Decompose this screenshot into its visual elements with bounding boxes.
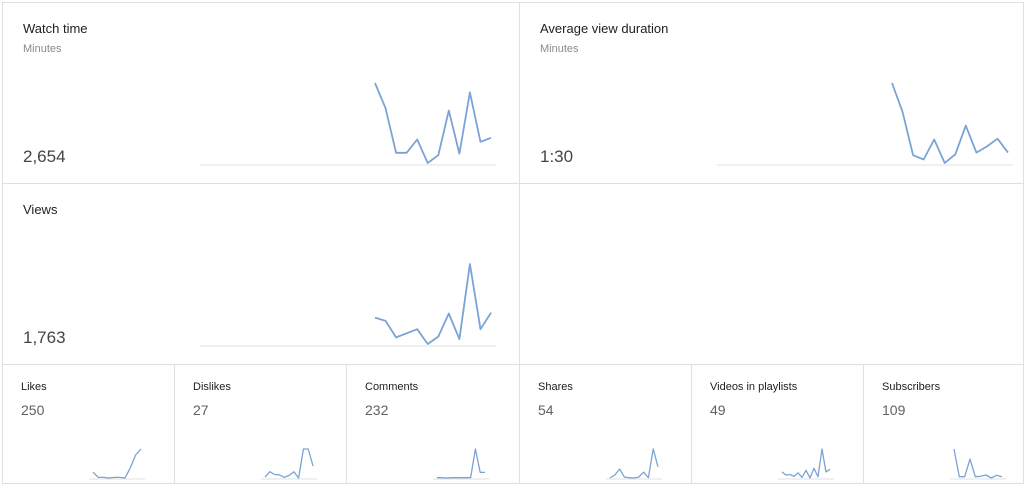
card-title: Comments: [365, 381, 419, 393]
sparkline: [200, 82, 496, 166]
sparkline: [200, 263, 496, 347]
card-title: Watch time: [23, 21, 88, 36]
card-title: Views: [23, 202, 58, 217]
card-title: Shares: [538, 381, 573, 393]
sparkline: [261, 448, 317, 480]
dislikes-card[interactable]: Dislikes 27: [174, 364, 347, 484]
card-subtitle: Minutes: [23, 43, 62, 55]
sparkline-series: [609, 448, 659, 479]
sparkline: [717, 82, 1013, 166]
likes-card[interactable]: Likes 250: [2, 364, 175, 484]
card-value: 109: [882, 402, 906, 418]
card-value: 54: [538, 402, 554, 418]
sparkline: [778, 448, 834, 480]
card-value: 250: [21, 402, 45, 418]
sparkline: [950, 448, 1006, 480]
empty-card: [519, 183, 1024, 365]
sparkline: [606, 448, 662, 480]
comments-card[interactable]: Comments 232: [346, 364, 520, 484]
subscribers-card[interactable]: Subscribers 109: [863, 364, 1024, 484]
card-title: Average view duration: [540, 21, 669, 36]
card-value: 49: [710, 402, 726, 418]
watch-time-card[interactable]: Watch time Minutes 2,654: [2, 2, 520, 184]
sparkline-series: [374, 263, 492, 345]
sparkline: [433, 448, 489, 480]
card-value: 27: [193, 402, 209, 418]
card-title: Likes: [21, 381, 47, 393]
sparkline-series: [953, 448, 1003, 479]
card-value: 232: [365, 402, 389, 418]
views-card[interactable]: Views 1,763: [2, 183, 520, 365]
videos-in-playlists-card[interactable]: Videos in playlists 49: [691, 364, 864, 484]
sparkline-series: [891, 82, 1009, 164]
card-value: 1,763: [23, 328, 66, 347]
sparkline-series: [437, 448, 485, 479]
shares-card[interactable]: Shares 54: [519, 364, 692, 484]
card-value: 1:30: [540, 147, 574, 166]
card-title: Videos in playlists: [710, 381, 798, 393]
sparkline-series: [781, 448, 831, 479]
sparkline-series: [92, 448, 142, 479]
card-title: Subscribers: [882, 381, 941, 393]
sparkline-series: [264, 448, 314, 479]
average-view-duration-card[interactable]: Average view duration Minutes 1:30: [519, 2, 1024, 184]
sparkline: [89, 448, 145, 480]
card-value: 2,654: [23, 147, 66, 166]
card-subtitle: Minutes: [540, 43, 579, 55]
sparkline-series: [374, 82, 492, 164]
card-title: Dislikes: [193, 381, 231, 393]
